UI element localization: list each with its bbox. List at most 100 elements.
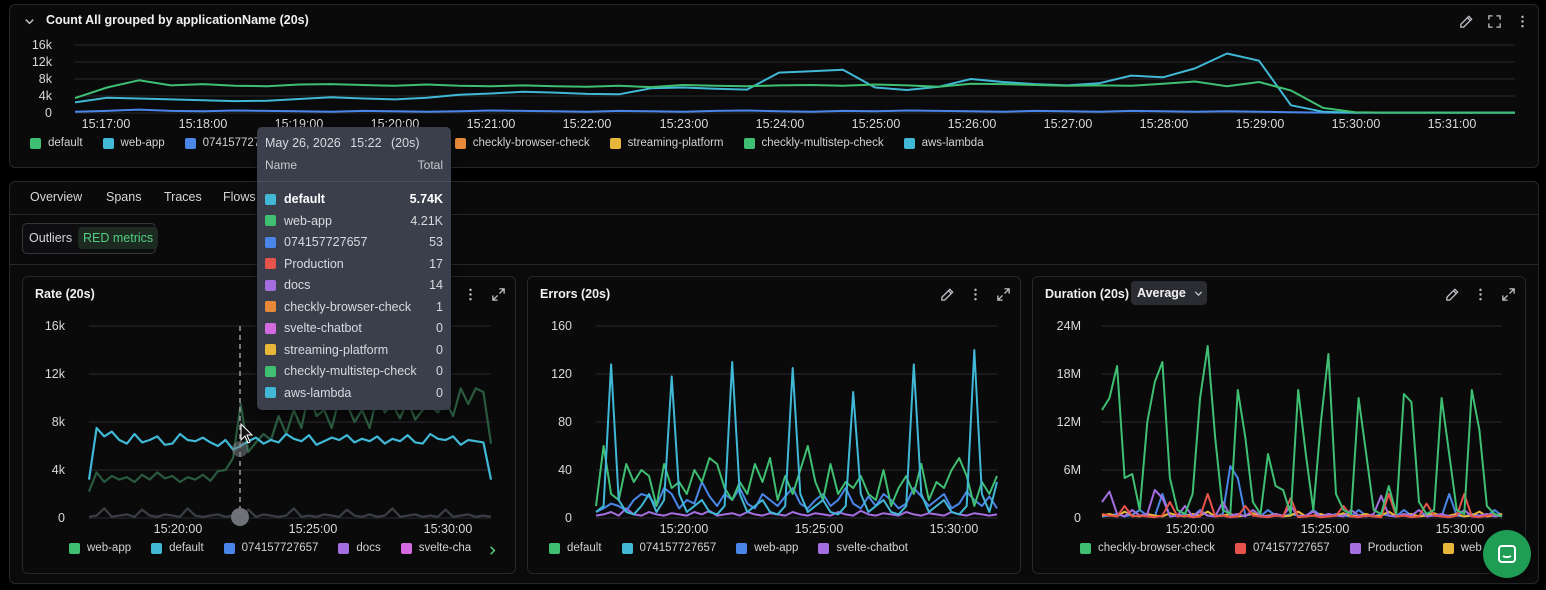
rate-legend-item[interactable]: 074157727657: [223, 542, 319, 554]
tooltip-col-name: Name: [265, 158, 298, 172]
top-legend-item[interactable]: web-app: [102, 137, 165, 149]
legend-label: 074157727657: [241, 542, 319, 554]
x-tick-label: 15:30:00: [930, 522, 979, 536]
x-tick-label: 15:27:00: [1044, 117, 1093, 131]
hover-handle[interactable]: [231, 508, 249, 526]
legend-swatch: [102, 137, 114, 149]
legend-swatch: [151, 542, 163, 554]
hover-point: [232, 441, 248, 457]
chevron-right-icon[interactable]: [483, 541, 501, 559]
fullscreen-icon[interactable]: [1485, 12, 1503, 30]
tooltip-row: svelte-chatbot 0: [265, 319, 443, 337]
chat-icon: [1495, 542, 1519, 566]
series-line-default: [74, 79, 1515, 114]
tooltip-date: May 26, 2026: [265, 136, 341, 150]
duration-legend-item[interactable]: web: [1442, 542, 1482, 554]
series-line-checkly-browser-check: [1101, 345, 1503, 518]
y-tick-label: 12k: [32, 55, 53, 69]
y-tick-label: 4k: [39, 89, 53, 103]
edit-icon[interactable]: [938, 285, 956, 303]
rate-legend: web-app default 074157727657 docs svelte-cha: [69, 542, 491, 554]
expand-icon[interactable]: [994, 285, 1012, 303]
tooltip-row-value: 0: [436, 385, 443, 400]
errors-legend-item[interactable]: 074157727657: [621, 542, 716, 554]
legend-swatch: [223, 542, 235, 554]
top-legend-item[interactable]: checkly-multistep-check: [743, 137, 884, 149]
series-line-074157727657: [595, 349, 998, 516]
errors-legend-item[interactable]: default: [549, 542, 602, 554]
expand-icon[interactable]: [1499, 285, 1517, 303]
x-tick-label: 15:25:00: [289, 522, 338, 536]
legend-swatch: [1234, 542, 1246, 554]
tooltip-row-value: 5.74K: [409, 192, 443, 206]
errors-legend-item[interactable]: web-app: [736, 542, 798, 554]
tooltip-row-name: streaming-platform: [284, 342, 389, 357]
y-tick-label: 120: [551, 367, 572, 381]
legend-label: web-app: [120, 137, 165, 149]
y-tick-label: 16k: [32, 38, 53, 52]
top-legend-item[interactable]: aws-lambda: [903, 137, 984, 149]
subtab-red-metrics[interactable]: RED metrics: [78, 227, 159, 249]
expand-icon[interactable]: [489, 285, 507, 303]
y-tick-label: 12M: [1057, 415, 1081, 429]
x-tick-label: 15:23:00: [660, 117, 709, 131]
chevron-down-icon: [1192, 287, 1205, 300]
legend-swatch: [400, 542, 412, 554]
top-legend-item[interactable]: default: [30, 137, 83, 149]
y-tick-label: 160: [551, 319, 572, 333]
rate-title: Rate (20s): [35, 287, 95, 301]
tab-flows[interactable]: Flows: [223, 190, 256, 204]
tab-overview[interactable]: Overview: [30, 190, 83, 204]
tooltip-row-value: 17: [429, 256, 443, 271]
errors-legend-item[interactable]: svelte-chatbot: [818, 542, 908, 554]
aggregation-select[interactable]: Average: [1131, 281, 1207, 305]
tooltip-col-total: Total: [417, 158, 443, 172]
tooltip-row-name: web-app: [284, 213, 332, 228]
duration-legend-item[interactable]: Production: [1349, 542, 1423, 554]
top-legend-item[interactable]: checkly-browser-check: [454, 137, 590, 149]
legend-label: web-app: [754, 542, 799, 554]
tooltip-row-value: 53: [429, 235, 443, 249]
tooltip-swatch: [265, 387, 276, 398]
top-legend-item[interactable]: streaming-platform: [609, 137, 724, 149]
x-tick-label: 15:26:00: [948, 117, 997, 131]
duration-legend-item[interactable]: checkly-browser-check: [1080, 542, 1215, 554]
chat-launcher-button[interactable]: [1483, 530, 1531, 578]
series-line-web-app: [74, 52, 1515, 114]
legend-label: aws-lambda: [921, 137, 984, 149]
more-vertical-icon[interactable]: [1471, 285, 1489, 303]
rate-legend-item[interactable]: docs: [338, 542, 381, 554]
rate-legend-item[interactable]: default: [151, 542, 204, 554]
x-tick-label: 15:20:00: [1166, 522, 1215, 536]
series-line-web-app: [595, 481, 998, 513]
y-tick-label: 8k: [52, 415, 66, 429]
chevron-down-icon[interactable]: [20, 12, 38, 30]
subtab-outliers[interactable]: Outliers: [29, 231, 73, 245]
tab-spans[interactable]: Spans: [106, 190, 142, 204]
x-tick-label: 15:20:00: [660, 522, 709, 536]
y-tick-label: 0: [58, 511, 65, 525]
y-tick-label: 18M: [1057, 367, 1081, 381]
legend-label: docs: [356, 542, 381, 554]
y-tick-label: 0: [1074, 511, 1081, 525]
tooltip-swatch: [265, 344, 276, 355]
more-vertical-icon[interactable]: [1513, 12, 1531, 30]
legend-label: checkly-multistep-check: [761, 137, 884, 149]
duration-legend-item[interactable]: 074157727657: [1234, 542, 1330, 554]
legend-swatch: [549, 542, 560, 554]
more-vertical-icon[interactable]: [461, 285, 479, 303]
legend-label: checkly-browser-check: [472, 137, 590, 149]
series-line-svelte-chatbot: [595, 507, 998, 517]
tab-traces[interactable]: Traces: [164, 190, 202, 204]
x-tick-label: 15:31:00: [1428, 117, 1477, 131]
tooltip-row: 074157727657 53: [265, 233, 443, 251]
rate-legend-item[interactable]: svelte-cha: [400, 542, 471, 554]
tooltip-swatch: [265, 236, 276, 248]
rate-legend-item[interactable]: web-app: [69, 542, 131, 554]
edit-icon[interactable]: [1443, 285, 1461, 303]
more-vertical-icon[interactable]: [966, 285, 984, 303]
edit-icon[interactable]: [1457, 12, 1475, 30]
tooltip-row-name: checkly-browser-check: [284, 299, 412, 314]
errors-legend: default 074157727657 web-app svelte-chatbot: [549, 542, 928, 554]
